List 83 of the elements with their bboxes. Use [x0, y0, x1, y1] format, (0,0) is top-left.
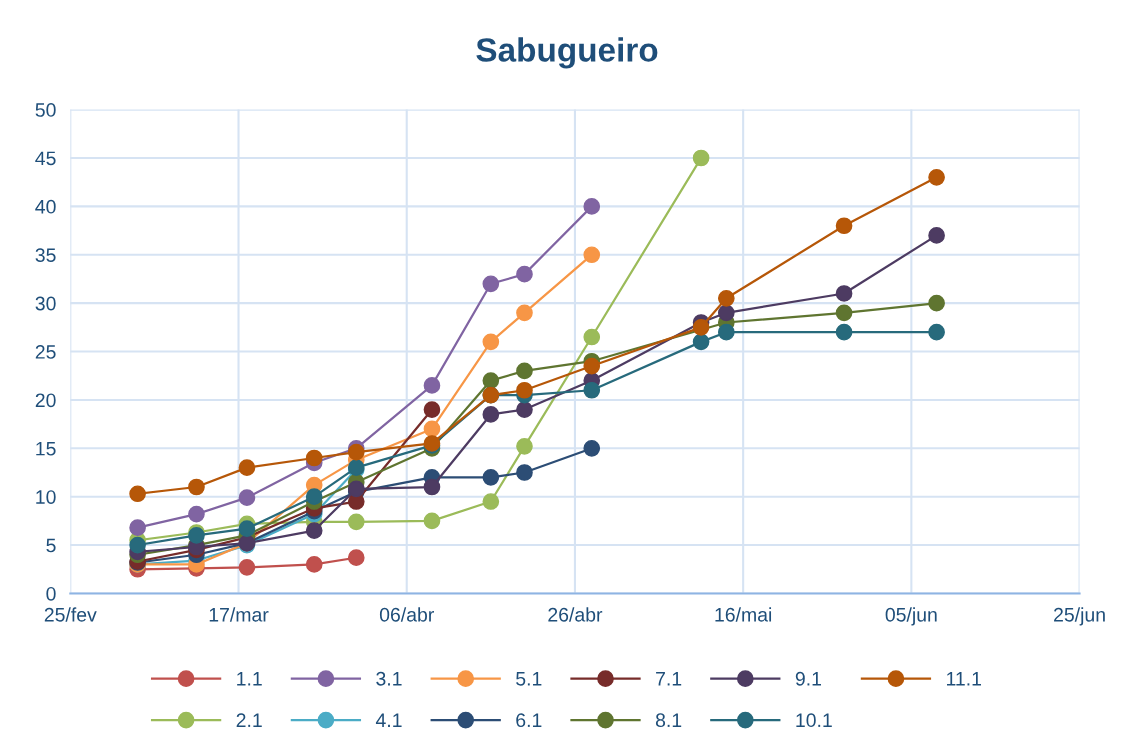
- point: [516, 438, 533, 455]
- point: [347, 549, 365, 566]
- legend-label: 6.1: [516, 713, 542, 728]
- y-tick-label: 30: [35, 296, 56, 311]
- point: [516, 401, 533, 418]
- point: [188, 505, 205, 523]
- legend-label: 9.1: [795, 671, 821, 686]
- chart-title: Sabugueiro: [476, 37, 658, 69]
- legend-label: 7.1: [656, 672, 682, 686]
- point: [305, 488, 323, 506]
- point: [238, 558, 256, 576]
- point: [835, 323, 853, 341]
- y-tick-label: 35: [35, 248, 56, 263]
- point: [129, 485, 146, 503]
- point: [129, 536, 146, 554]
- legend-label: 8.1: [655, 713, 682, 728]
- x-tick-label: 17/mar: [209, 607, 269, 622]
- legend-label: 2.1: [236, 713, 262, 727]
- point: [516, 362, 533, 380]
- x-tick-label: 26/abr: [548, 607, 603, 622]
- point: [482, 406, 500, 423]
- point: [482, 372, 500, 389]
- point: [717, 304, 735, 322]
- point: [347, 443, 365, 461]
- point: [928, 294, 945, 312]
- point: [928, 169, 945, 186]
- point: [583, 246, 601, 264]
- point: [305, 522, 323, 539]
- point: [583, 439, 601, 457]
- point: [692, 149, 710, 167]
- legend-label: 4.1: [375, 713, 402, 727]
- point: [928, 227, 945, 244]
- point: [835, 285, 853, 302]
- point: [717, 323, 735, 341]
- point: [835, 304, 853, 322]
- point: [692, 319, 710, 336]
- point: [423, 512, 441, 530]
- y-tick-label: 15: [36, 441, 56, 456]
- point: [583, 328, 601, 346]
- point: [516, 265, 533, 283]
- point: [516, 381, 533, 399]
- point: [482, 275, 500, 293]
- y-tick-label: 0: [46, 586, 56, 601]
- point: [928, 323, 945, 341]
- legend-label: 5.1: [516, 672, 542, 686]
- point: [423, 377, 441, 394]
- point: [583, 198, 601, 215]
- y-tick-label: 10: [36, 490, 56, 504]
- legend-label: 10.1: [796, 713, 832, 728]
- legend-label: 11.1: [947, 672, 981, 686]
- point: [692, 333, 710, 351]
- point: [583, 381, 601, 399]
- point: [305, 449, 323, 467]
- y-tick-label: 45: [35, 151, 56, 166]
- y-tick-label: 25: [35, 345, 56, 359]
- point: [482, 333, 500, 351]
- y-tick-label: 50: [35, 103, 56, 117]
- point: [305, 556, 323, 573]
- x-tick-label: 25/fev: [44, 607, 97, 622]
- point: [238, 489, 256, 506]
- point: [238, 459, 256, 476]
- point: [482, 469, 500, 486]
- point: [423, 420, 441, 438]
- y-tick-label: 5: [46, 538, 56, 553]
- point: [835, 217, 853, 235]
- point: [583, 357, 601, 375]
- legend-label: 1.1: [237, 672, 262, 686]
- point: [129, 519, 146, 536]
- x-tick-label: 06/abr: [379, 607, 434, 622]
- y-tick-label: 40: [35, 199, 56, 214]
- point: [482, 493, 500, 510]
- point: [188, 478, 205, 496]
- point: [717, 289, 735, 307]
- point: [347, 513, 365, 531]
- x-tick-label: 05/jun: [885, 607, 937, 626]
- y-tick-label: 20: [35, 393, 56, 408]
- point: [516, 304, 533, 322]
- legend-label: 3.1: [376, 671, 402, 686]
- x-tick-label: 16/mai: [715, 607, 772, 622]
- x-tick-label: 25/jun: [1054, 607, 1105, 626]
- point: [423, 478, 441, 496]
- point: [516, 464, 533, 481]
- point: [423, 401, 441, 418]
